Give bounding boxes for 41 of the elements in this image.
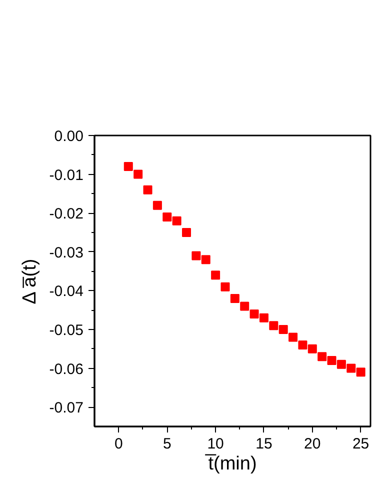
- point: [327, 356, 336, 366]
- y-tick-label: -0.06: [49, 360, 84, 378]
- y-tick-label: -0.05: [49, 322, 84, 339]
- x-tick-label: 0: [114, 436, 123, 452]
- point: [336, 360, 346, 369]
- point: [143, 185, 152, 194]
- point: [172, 216, 182, 226]
- y-tick-label: -0.04: [49, 283, 84, 300]
- x-tick-label: 15: [256, 436, 272, 452]
- x-tick-label: 25: [352, 436, 370, 452]
- point: [356, 368, 366, 377]
- y-tick-label: -0.02: [49, 206, 84, 223]
- x-tick-label: 10: [207, 436, 224, 452]
- y-tick-label: -0.01: [49, 166, 84, 184]
- point: [192, 251, 201, 260]
- x-tick-label: 20: [304, 436, 321, 452]
- point: [318, 352, 327, 362]
- point: [152, 200, 162, 210]
- point: [124, 162, 133, 172]
- x-axis-title: t̅(min): [204, 454, 257, 474]
- point: [220, 282, 230, 292]
- point: [288, 332, 298, 342]
- x-tick-label: 5: [162, 436, 172, 452]
- point: [259, 313, 268, 322]
- point: [211, 270, 220, 280]
- point: [162, 212, 172, 222]
- point: [298, 340, 308, 350]
- y-tick-label: -0.07: [49, 400, 84, 417]
- point: [250, 309, 259, 318]
- point: [346, 364, 356, 373]
- point: [240, 302, 250, 311]
- point: [182, 228, 191, 237]
- y-tick-label: 0.00: [54, 128, 84, 145]
- y-axis-title: Δ a̅(t): [19, 258, 40, 304]
- point: [201, 255, 210, 264]
- point: [308, 344, 317, 354]
- point: [269, 321, 278, 330]
- point: [230, 294, 240, 303]
- y-tick-label: -0.03: [49, 244, 84, 262]
- point: [134, 170, 143, 179]
- point: [278, 325, 288, 334]
